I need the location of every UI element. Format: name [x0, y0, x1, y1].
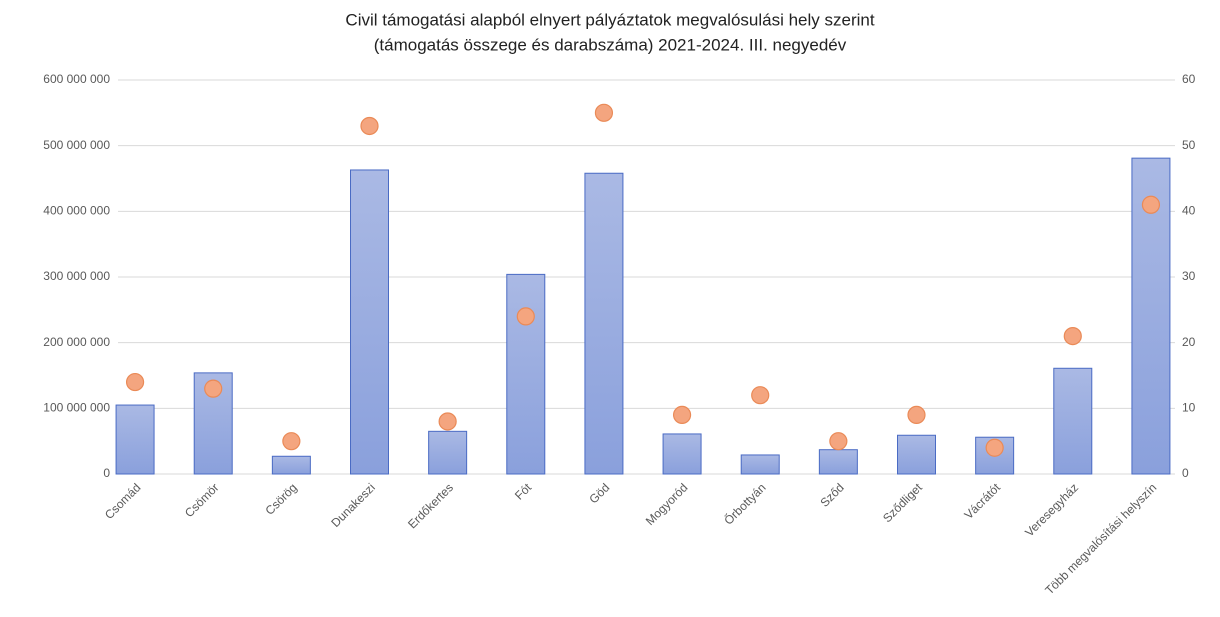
x-tick-label: Fót: [512, 480, 535, 503]
marker: [1063, 327, 1082, 346]
bar: [350, 169, 389, 475]
y-tick-label: 200 000 000: [43, 335, 110, 349]
y-tick-label: 500 000 000: [43, 138, 110, 152]
chart-title: (támogatás összege és darabszáma) 2021-2…: [374, 35, 847, 54]
x-tick-label: Csörög: [262, 480, 299, 517]
y-tick-label: 0: [103, 466, 110, 480]
bar: [428, 430, 468, 475]
x-tick-label: Csomád: [102, 480, 143, 521]
marker: [282, 432, 301, 451]
x-tick-label: Mogyoród: [643, 480, 691, 528]
marker: [594, 103, 614, 122]
marker: [1141, 195, 1161, 214]
bar: [584, 172, 624, 475]
y-tick-label: 100 000 000: [43, 401, 110, 415]
x-tick-label: Dunakeszi: [328, 480, 378, 530]
marker: [125, 372, 145, 392]
y2-tick-label: 20: [1182, 335, 1196, 349]
bar: [662, 433, 702, 475]
y2-tick-label: 50: [1182, 138, 1196, 152]
y2-tick-label: 30: [1182, 269, 1196, 283]
marker: [985, 438, 1004, 457]
bar: [740, 454, 780, 475]
y2-tick-label: 60: [1182, 72, 1196, 86]
bar: [897, 434, 936, 475]
y2-tick-label: 40: [1182, 204, 1196, 218]
marker: [438, 412, 457, 431]
bar: [818, 449, 858, 475]
marker: [672, 405, 692, 424]
marker: [204, 379, 223, 398]
bar: [1053, 367, 1093, 475]
y-tick-label: 400 000 000: [43, 204, 110, 218]
x-tick-label: Sződ: [817, 480, 846, 509]
marker: [907, 405, 926, 424]
x-tick-label: Erdőkertes: [405, 480, 456, 531]
marker: [516, 307, 535, 326]
x-tick-label: Őrbottyán: [721, 480, 769, 528]
chart-title: Civil támogatási alapból elnyert pályázt…: [345, 10, 874, 29]
marker: [360, 116, 379, 136]
x-tick-label: Vácrátót: [961, 480, 1003, 522]
bar: [506, 273, 546, 475]
marker: [829, 432, 848, 451]
y2-tick-label: 10: [1182, 401, 1196, 415]
x-tick-label: Sződliget: [880, 480, 925, 525]
x-tick-label: Csömör: [182, 480, 222, 520]
y2-tick-label: 0: [1182, 466, 1189, 480]
x-tick-label: Göd: [586, 480, 612, 506]
bar: [271, 455, 311, 475]
bar: [115, 404, 155, 475]
y-tick-label: 600 000 000: [43, 72, 110, 86]
y-tick-label: 300 000 000: [43, 269, 110, 283]
marker: [751, 386, 770, 405]
x-tick-label: Veresegyház: [1022, 480, 1081, 539]
